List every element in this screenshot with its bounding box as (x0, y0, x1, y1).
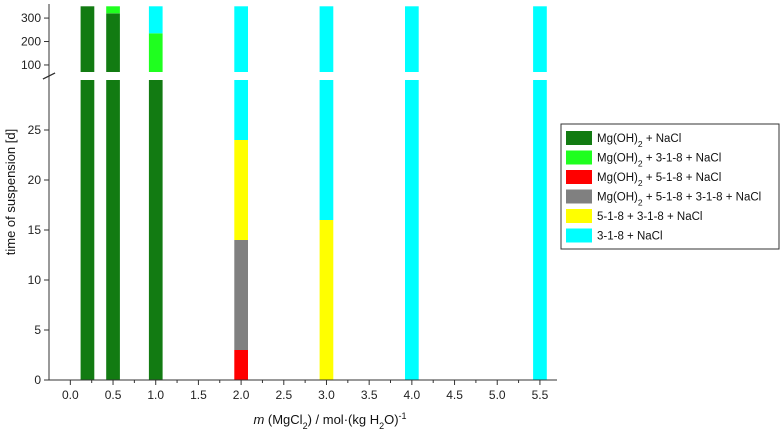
bar-segment-lower (106, 80, 120, 380)
x-tick-label: 4.0 (404, 388, 421, 402)
legend-label: 5-1-8 + 3-1-8 + NaCl (597, 211, 702, 223)
legend-label: 3-1-8 + NaCl (597, 231, 663, 243)
bar-segment-lower (234, 350, 248, 380)
x-tick-label: 3.5 (361, 388, 378, 402)
x-tick-label: 4.5 (446, 388, 463, 402)
legend-swatch (566, 228, 592, 243)
y-tick-label: 0 (34, 373, 41, 387)
bar-segment-lower (319, 80, 334, 220)
bar-segment-upper (533, 6, 547, 72)
y-tick-label: 5 (34, 323, 41, 337)
legend-swatch (566, 209, 592, 223)
x-tick-label: 5.5 (532, 388, 549, 402)
bar-segment-lower (405, 80, 419, 380)
bar-segment-lower (533, 80, 547, 380)
y-tick-label: 100 (21, 58, 41, 72)
y-tick-label: 20 (28, 173, 42, 187)
axis-break-mark (42, 72, 56, 80)
bar-segment-upper (106, 6, 120, 14)
x-axis-title: m (MgCl2) / mol·(kg H2O)-1 (253, 411, 406, 431)
bar-segment-upper (148, 6, 163, 34)
bars-layer (80, 6, 547, 380)
legend-label: Mg(OH)2 + 5-1-8 + 3-1-8 + NaCl (597, 192, 761, 208)
axes-layer: 0.0 0.5 1.0 1.5 2.0 2.5 3.0 3.5 4.0 4.5 5.0 5.5 0 5 10… (21, 4, 557, 402)
y-tick-label: 10 (28, 273, 42, 287)
legend-label: Mg(OH)2 + NaCl (597, 133, 681, 149)
bar-segment-lower (234, 80, 248, 140)
y-axis-title: time of suspension [d] (3, 129, 18, 255)
x-tick-label: 2.5 (275, 388, 292, 402)
bar-segment-lower (80, 80, 95, 380)
y-tick-label: 200 (21, 35, 41, 49)
y-tick-label: 300 (21, 11, 41, 25)
x-tick-label: 0.5 (105, 388, 122, 402)
bar-segment-upper (319, 6, 334, 72)
legend-box (560, 123, 780, 250)
bar-segment-lower (319, 220, 334, 380)
x-tick-label: 3.0 (318, 388, 335, 402)
bar-segment-lower (148, 80, 163, 380)
legend-swatch (566, 131, 592, 145)
bar-segment-upper (106, 13, 120, 72)
x-tick-label: 0.0 (62, 388, 79, 402)
bar-segment-upper (80, 6, 95, 72)
y-tick-label: 25 (28, 123, 42, 137)
legend-label: Mg(OH)2 + 5-1-8 + NaCl (597, 172, 721, 188)
x-tick-label: 1.0 (147, 388, 164, 402)
legend-swatch (566, 170, 592, 184)
legend-label: Mg(OH)2 + 3-1-8 + NaCl (597, 153, 721, 169)
x-tick-label: 2.0 (233, 388, 250, 402)
bar-segment-upper (148, 33, 163, 72)
bar-segment-lower (234, 240, 248, 350)
bar-segment-lower (234, 140, 248, 240)
legend: Mg(OH)2 + NaCl Mg(OH)2 + 3-1-8 + NaCl Mg(O… (560, 123, 780, 250)
x-tick-label: 5.0 (489, 388, 506, 402)
bar-segment-upper (234, 6, 248, 72)
x-tick-label: 1.5 (190, 388, 207, 402)
legend-swatch (566, 150, 592, 165)
bar-segment-upper (405, 6, 419, 72)
legend-swatch (566, 189, 592, 204)
y-tick-label: 15 (28, 223, 42, 237)
